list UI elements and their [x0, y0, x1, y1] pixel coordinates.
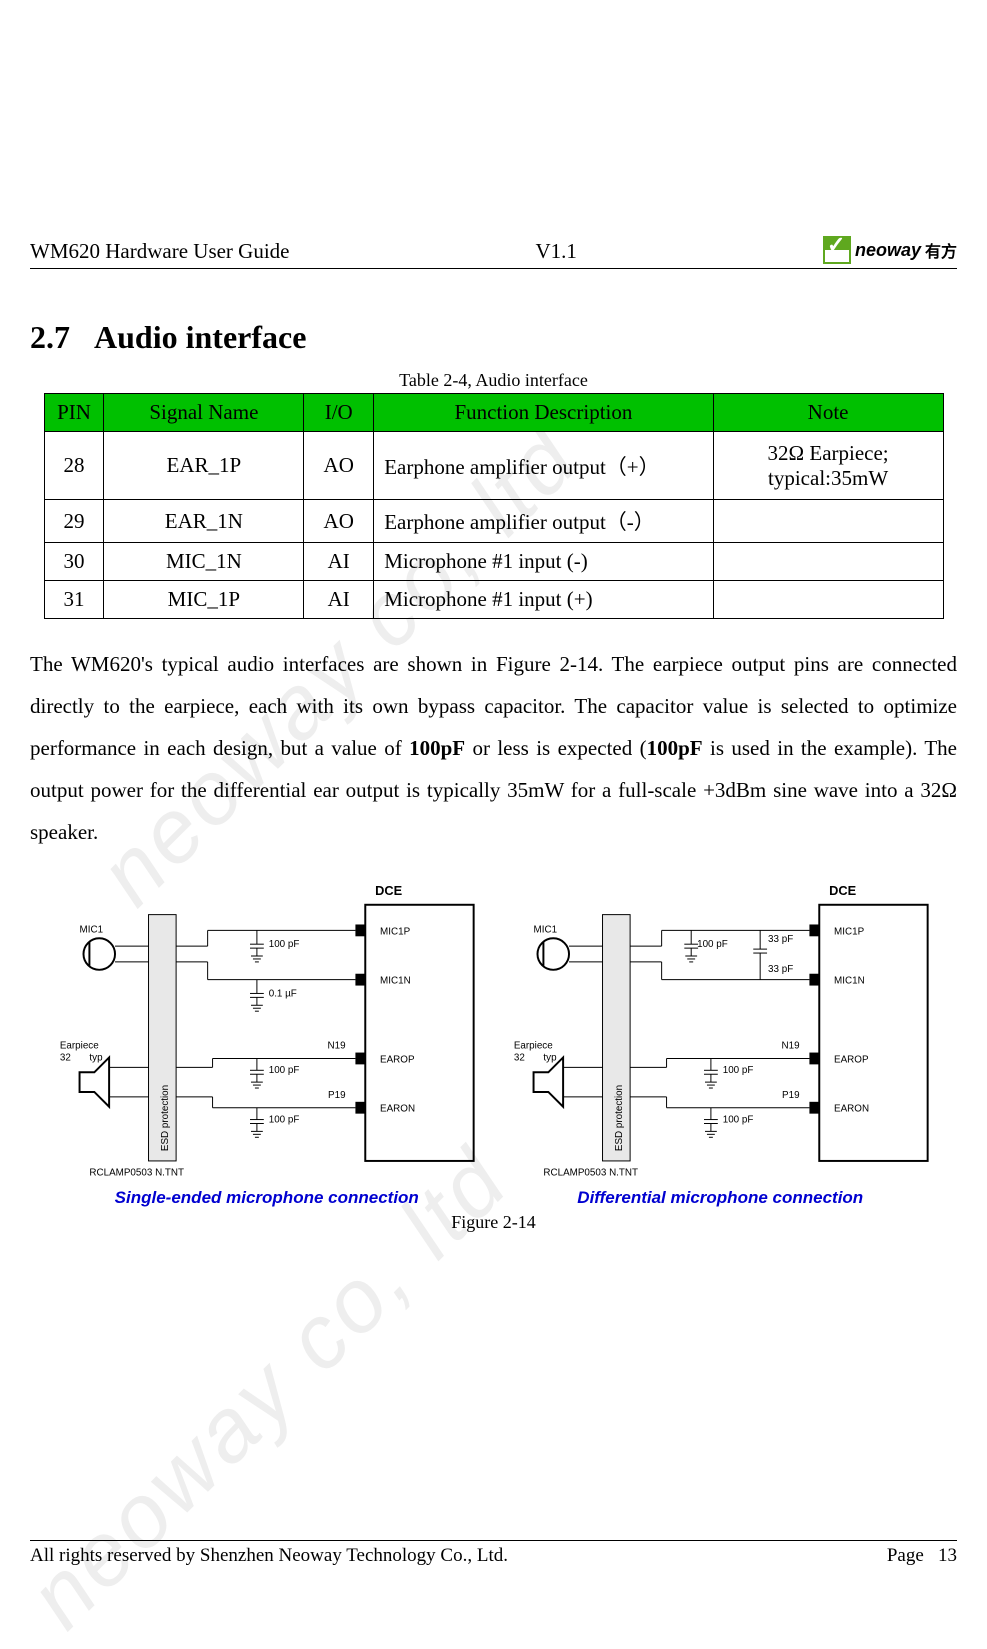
cell-note	[713, 543, 943, 581]
section-title: Audio interface	[94, 319, 306, 355]
cell-signal: EAR_1P	[104, 432, 304, 500]
footer-page-num: 13	[938, 1545, 957, 1566]
cell-note: 32Ω Earpiece; typical:35mW	[713, 432, 943, 500]
subfig-differential: DCE MIC1P MIC1N EAROP N19 EARON P19 ESD …	[504, 863, 938, 1208]
cell-signal: MIC_1P	[104, 581, 304, 619]
logo-cn: 有方	[925, 238, 957, 262]
footer-page: Page 13	[887, 1545, 957, 1567]
table-header-row: PIN Signal Name I/O Function Description…	[44, 394, 943, 432]
svg-text:typ: typ	[89, 1052, 103, 1063]
svg-text:RCLAMP0503 N.TNT: RCLAMP0503 N.TNT	[543, 1168, 638, 1179]
col-signal: Signal Name	[104, 394, 304, 432]
cell-io: AO	[304, 500, 374, 543]
svg-text:32: 32	[513, 1052, 524, 1063]
figure-2-14: DCE MIC1P MIC1N EAROP N19 EARON P19 ESD …	[30, 863, 957, 1208]
svg-text:P19: P19	[782, 1090, 800, 1101]
table-caption: Table 2-4, Audio interface	[30, 370, 957, 391]
svg-text:N19: N19	[781, 1041, 800, 1052]
schematic-single-ended-icon: DCE MIC1P MIC1N EAROP N19 EARON P19 ESD …	[50, 863, 484, 1183]
logo-text: neoway	[855, 240, 921, 261]
cell-note	[713, 581, 943, 619]
cell-io: AI	[304, 543, 374, 581]
figure-caption: Figure 2-14	[30, 1212, 957, 1233]
cell-pin: 28	[44, 432, 104, 500]
cell-func: Microphone #1 input (+)	[374, 581, 713, 619]
svg-text:32: 32	[60, 1052, 71, 1063]
col-io: I/O	[304, 394, 374, 432]
svg-text:Earpiece: Earpiece	[60, 1041, 99, 1052]
cell-func: Microphone #1 input (-)	[374, 543, 713, 581]
svg-text:MIC1P: MIC1P	[380, 926, 411, 937]
svg-text:MIC1N: MIC1N	[380, 976, 411, 987]
cell-func: Earphone amplifier output（+）	[374, 432, 713, 500]
audio-interface-table: PIN Signal Name I/O Function Description…	[44, 393, 944, 619]
svg-text:100 pF: 100 pF	[269, 1115, 300, 1126]
section-heading: 2.7 Audio interface	[30, 319, 957, 356]
svg-text:RCLAMP0503 N.TNT: RCLAMP0503 N.TNT	[89, 1168, 184, 1179]
table-row: 29 EAR_1N AO Earphone amplifier output（-…	[44, 500, 943, 543]
svg-text:MIC1: MIC1	[80, 924, 104, 935]
cell-note	[713, 500, 943, 543]
subfig-caption-right: Differential microphone connection	[504, 1188, 938, 1208]
table-row: 30 MIC_1N AI Microphone #1 input (-)	[44, 543, 943, 581]
svg-text:100 pF: 100 pF	[269, 939, 300, 950]
footer-page-label: Page	[887, 1545, 924, 1566]
svg-text:100 pF: 100 pF	[697, 939, 728, 950]
cell-io: AO	[304, 432, 374, 500]
svg-text:ESD protection: ESD protection	[614, 1085, 625, 1151]
para-bold1: 100pF	[409, 736, 465, 760]
logo: neoway 有方	[823, 236, 957, 264]
svg-text:0.1 µF: 0.1 µF	[269, 988, 297, 999]
page-header: WM620 Hardware User Guide V1.1 neoway 有方	[30, 236, 957, 269]
svg-text:DCE: DCE	[375, 883, 402, 898]
cell-io: AI	[304, 581, 374, 619]
svg-text:P19: P19	[328, 1090, 346, 1101]
body-paragraph: The WM620's typical audio interfaces are…	[30, 643, 957, 853]
doc-version: V1.1	[536, 239, 577, 264]
schematic-differential-icon: DCE MIC1P MIC1N EAROP N19 EARON P19 ESD …	[504, 863, 938, 1183]
svg-text:Earpiece: Earpiece	[513, 1041, 552, 1052]
svg-text:33 pF: 33 pF	[768, 964, 793, 975]
col-pin: PIN	[44, 394, 104, 432]
svg-text:EAROP: EAROP	[380, 1054, 415, 1065]
svg-text:MIC1: MIC1	[533, 924, 557, 935]
cell-signal: EAR_1N	[104, 500, 304, 543]
para-part2: or less is expected (	[465, 736, 646, 760]
svg-text:EARON: EARON	[380, 1104, 415, 1115]
svg-text:100 pF: 100 pF	[269, 1065, 300, 1076]
svg-text:typ: typ	[543, 1052, 557, 1063]
subfig-caption-left: Single-ended microphone connection	[50, 1188, 484, 1208]
page-footer: All rights reserved by Shenzhen Neoway T…	[30, 1540, 957, 1567]
svg-text:N19: N19	[328, 1041, 347, 1052]
cell-pin: 31	[44, 581, 104, 619]
table-row: 28 EAR_1P AO Earphone amplifier output（+…	[44, 432, 943, 500]
svg-text:EARON: EARON	[834, 1104, 869, 1115]
svg-text:DCE: DCE	[829, 883, 856, 898]
cell-func: Earphone amplifier output（-）	[374, 500, 713, 543]
footer-copyright: All rights reserved by Shenzhen Neoway T…	[30, 1545, 508, 1567]
svg-text:MIC1P: MIC1P	[834, 926, 865, 937]
cell-pin: 30	[44, 543, 104, 581]
svg-text:100 pF: 100 pF	[722, 1065, 753, 1076]
cell-signal: MIC_1N	[104, 543, 304, 581]
table-row: 31 MIC_1P AI Microphone #1 input (+)	[44, 581, 943, 619]
logo-icon	[823, 236, 851, 264]
svg-text:MIC1N: MIC1N	[834, 976, 865, 987]
svg-text:33 pF: 33 pF	[768, 934, 793, 945]
subfig-single-ended: DCE MIC1P MIC1N EAROP N19 EARON P19 ESD …	[50, 863, 484, 1208]
svg-text:100 pF: 100 pF	[722, 1115, 753, 1126]
svg-text:ESD protection: ESD protection	[160, 1085, 171, 1151]
section-number: 2.7	[30, 319, 70, 355]
col-note: Note	[713, 394, 943, 432]
cell-pin: 29	[44, 500, 104, 543]
doc-title: WM620 Hardware User Guide	[30, 239, 290, 264]
svg-text:EAROP: EAROP	[834, 1054, 869, 1065]
col-func: Function Description	[374, 394, 713, 432]
para-bold2: 100pF	[647, 736, 703, 760]
